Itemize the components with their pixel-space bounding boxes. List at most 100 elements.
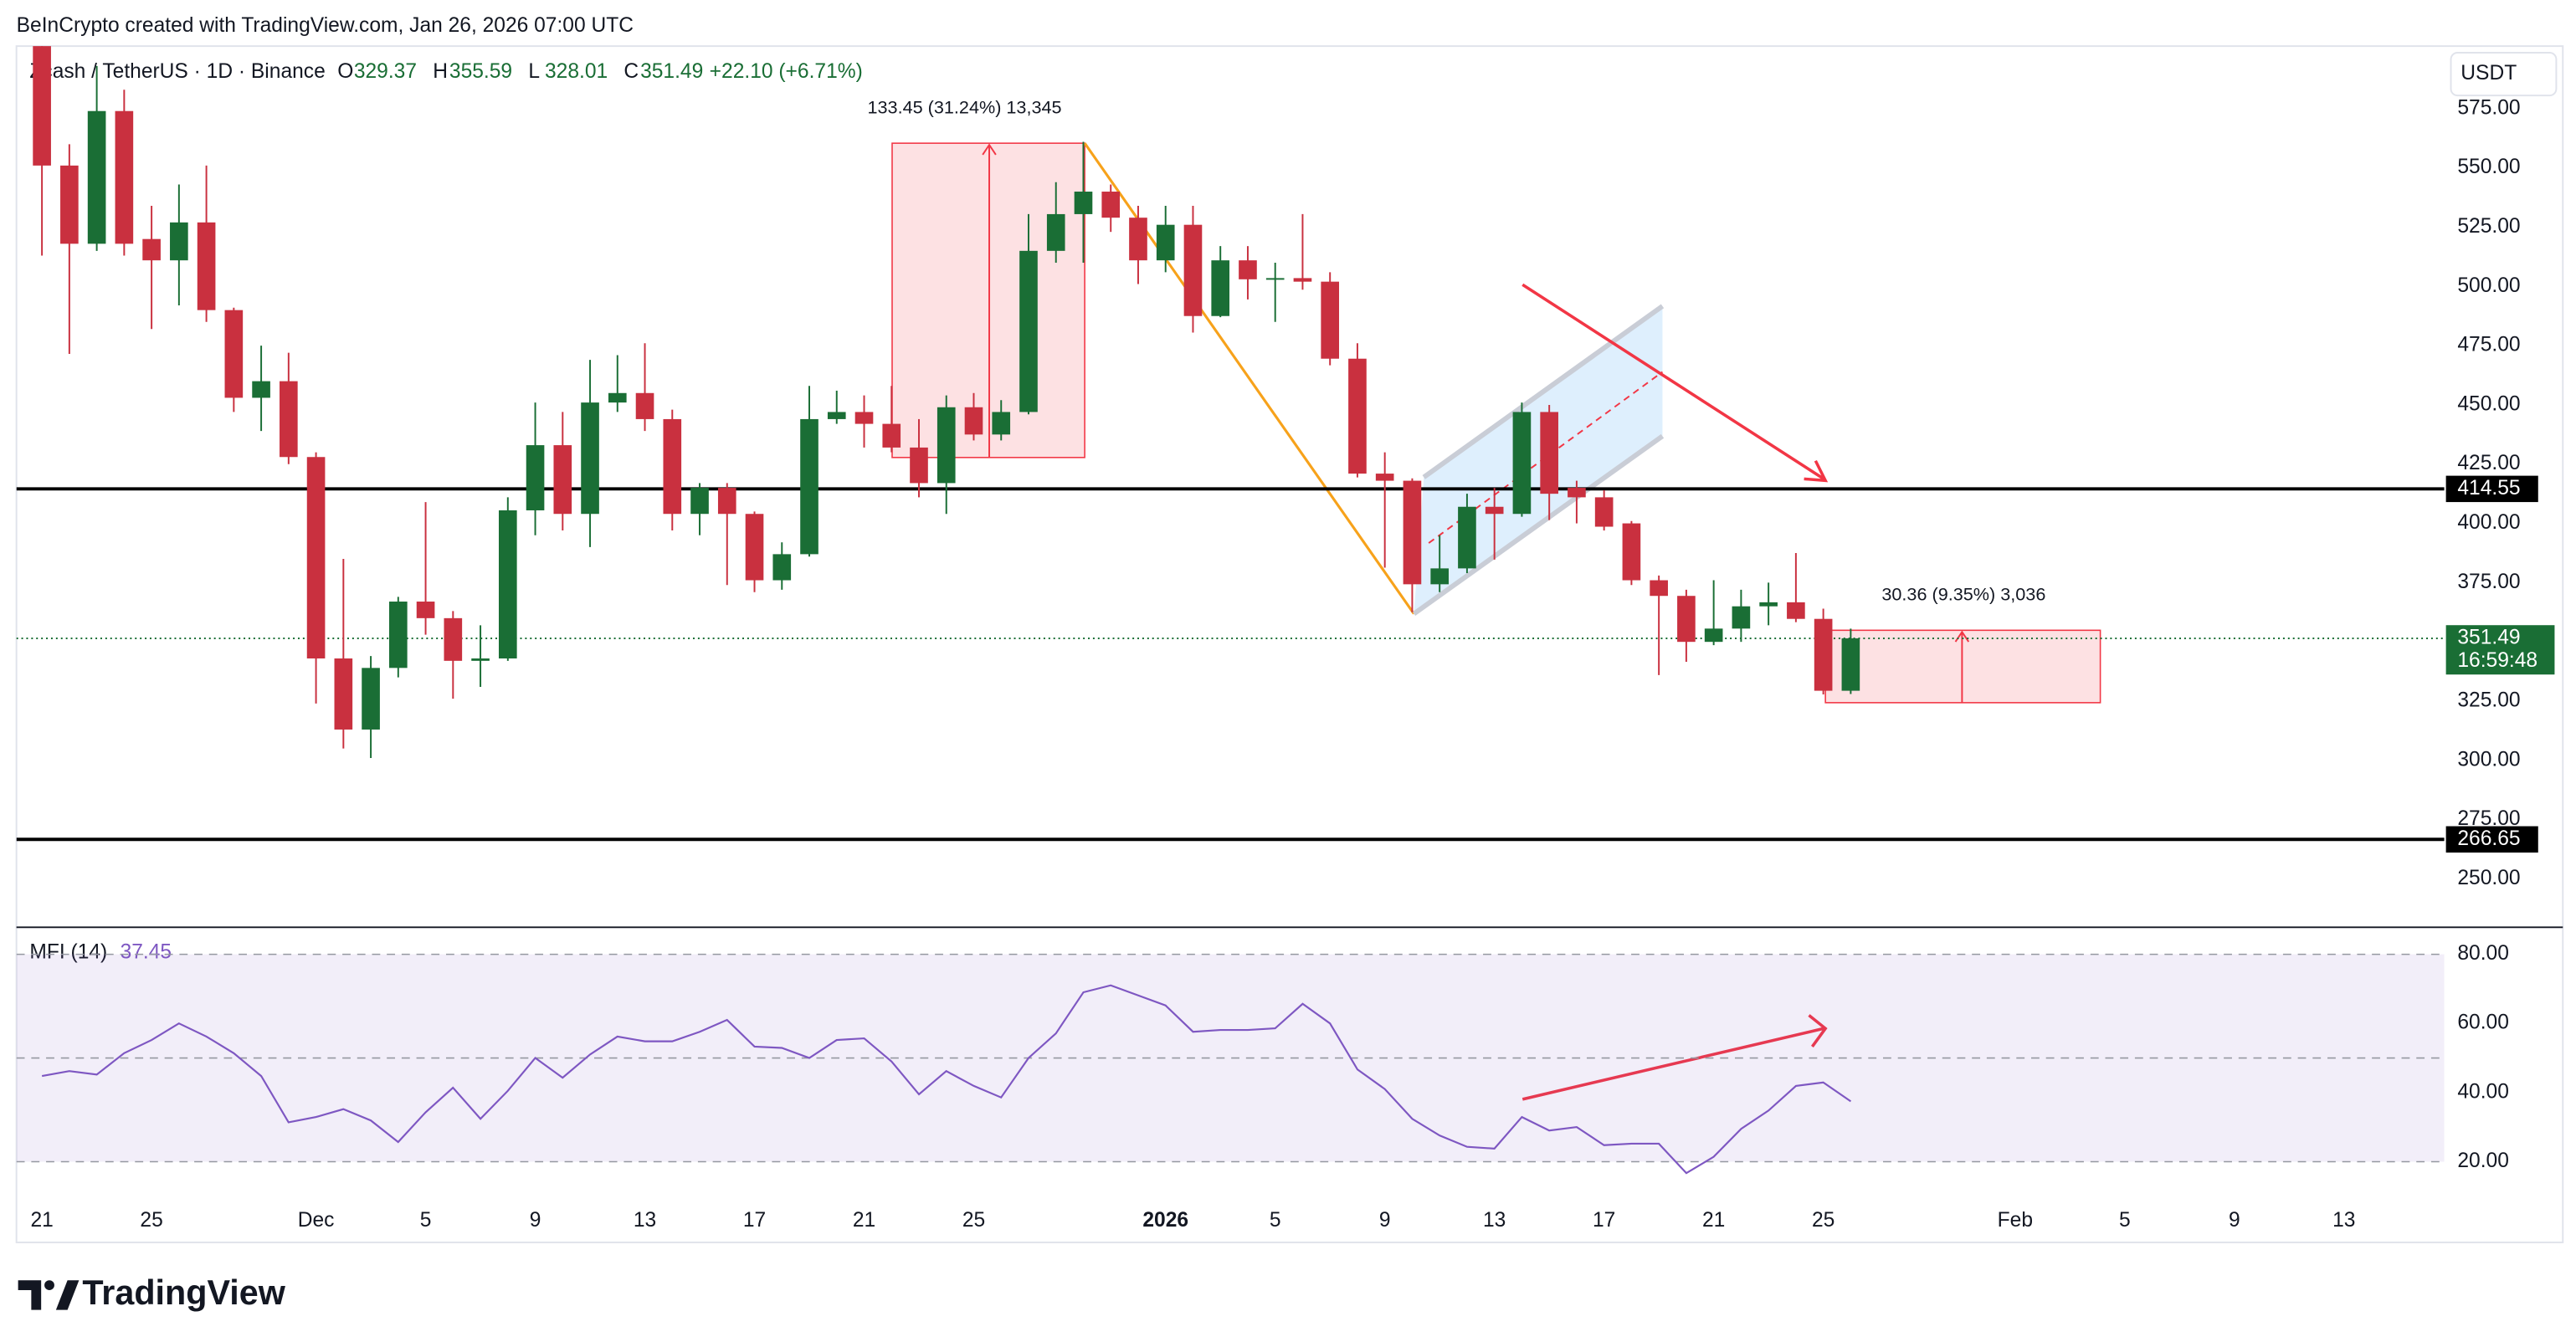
candle-body xyxy=(745,514,764,581)
brand-logo xyxy=(18,1280,80,1310)
logo-mark xyxy=(55,1280,80,1310)
x-tick-label: 25 xyxy=(962,1209,985,1232)
candle-body xyxy=(170,222,188,261)
arrow-head xyxy=(1804,459,1829,483)
countdown: 16:59:48 xyxy=(2457,649,2538,672)
y-tick-label: 500.00 xyxy=(2457,274,2520,297)
candle-body xyxy=(444,617,463,661)
level-label: 414.55 xyxy=(2457,477,2520,499)
candle-body xyxy=(1594,497,1614,527)
candle-body xyxy=(1568,488,1586,498)
logo-mark xyxy=(18,1280,42,1310)
y-tick-label: 550.00 xyxy=(2457,156,2520,178)
candle-body xyxy=(306,457,326,659)
candle-body xyxy=(1239,260,1257,279)
level-label-box xyxy=(2445,475,2538,503)
candle-body xyxy=(142,238,161,261)
x-tick-label: 21 xyxy=(853,1209,875,1232)
credit: BeInCrypto created with TradingView.com,… xyxy=(17,14,634,37)
candle-body xyxy=(60,165,79,244)
x-tick-label: 17 xyxy=(743,1209,766,1232)
candle-body xyxy=(1211,260,1230,316)
channel-line xyxy=(1412,433,1665,617)
last-price-box xyxy=(2445,625,2555,675)
ohlc-letter: H xyxy=(433,60,448,83)
candle-body xyxy=(1512,412,1532,515)
symbol: Zcash / TetherUS · 1D · Binance xyxy=(29,60,325,83)
candle-body xyxy=(1293,278,1312,282)
candle-body xyxy=(772,554,792,581)
frame xyxy=(15,45,2564,1243)
candle-body xyxy=(1156,224,1175,261)
mfi-tick-label: 20.00 xyxy=(2457,1150,2509,1172)
x-tick-label: 25 xyxy=(140,1209,162,1232)
candle-body xyxy=(1129,218,1147,261)
y-tick-label: 300.00 xyxy=(2457,748,2520,771)
y-tick-label: 425.00 xyxy=(2457,452,2520,474)
last-price-label: 351.49 xyxy=(2457,626,2520,648)
y-tick-label: 450.00 xyxy=(2457,392,2520,415)
x-tick-label: 13 xyxy=(634,1209,656,1232)
currency-box xyxy=(2450,52,2558,97)
currency: USDT xyxy=(2461,62,2517,85)
candle-body xyxy=(115,110,134,244)
x-tick-label: 2026 xyxy=(1142,1209,1188,1232)
candle-body xyxy=(498,510,517,659)
candle-body xyxy=(1759,602,1778,607)
candle-body xyxy=(717,488,736,515)
candle-body xyxy=(800,418,818,555)
candle-body xyxy=(1650,580,1668,597)
x-tick-label: 21 xyxy=(1702,1209,1725,1232)
candle-body xyxy=(1622,523,1641,581)
x-tick-label: 9 xyxy=(2229,1209,2240,1232)
arrow-head xyxy=(1808,1014,1828,1047)
candle-body xyxy=(416,602,435,618)
candle-body xyxy=(252,381,270,398)
x-tick-label: 5 xyxy=(1270,1209,1281,1232)
y-tick-label: 400.00 xyxy=(2457,511,2520,534)
candle-body xyxy=(389,602,408,668)
candle-body xyxy=(1430,568,1449,585)
candle-body xyxy=(1183,224,1203,316)
mfi-tick-label: 80.00 xyxy=(2457,942,2509,965)
candle-body xyxy=(1074,192,1093,214)
ohlc-value: 351.49 xyxy=(640,60,703,83)
measure-arrow-head xyxy=(982,143,997,156)
mfi-tick-label: 40.00 xyxy=(2457,1080,2509,1103)
candle-body xyxy=(1101,192,1121,218)
x-tick-label: 25 xyxy=(1812,1209,1835,1232)
candle-body xyxy=(1540,412,1558,494)
x-tick-label: 21 xyxy=(30,1209,53,1232)
candle-body xyxy=(1814,618,1833,691)
candle-body xyxy=(936,407,956,484)
candles xyxy=(16,46,2445,842)
candle-body xyxy=(197,222,216,310)
candle-body xyxy=(910,447,928,484)
candle-body xyxy=(581,402,599,515)
candle-body xyxy=(1704,628,1723,643)
mfi-title: MFI (14) xyxy=(29,940,107,963)
arrow xyxy=(1521,283,1825,480)
drawings xyxy=(891,142,2101,1101)
candle-body xyxy=(280,381,298,458)
measure-label: 30.36 (9.35%) 3,036 xyxy=(1881,584,2045,605)
candle-body xyxy=(992,412,1011,435)
mfi-value: 37.45 xyxy=(121,940,172,963)
logo-mark xyxy=(44,1280,54,1290)
candle-body xyxy=(87,110,106,244)
mfi-line-group xyxy=(41,984,1852,1175)
candle-body xyxy=(1841,638,1860,691)
x-tick-label: 5 xyxy=(420,1209,432,1232)
candle-body xyxy=(1375,474,1394,481)
candle-body xyxy=(334,658,353,730)
candle-body xyxy=(964,407,983,435)
ohlc-value: 328.01 xyxy=(545,60,608,83)
candle-body xyxy=(827,412,846,419)
candle-body xyxy=(1348,358,1367,474)
level-label: 266.65 xyxy=(2457,827,2520,850)
ohlc-value: 329.37 xyxy=(354,60,417,83)
y-tick-label: 325.00 xyxy=(2457,689,2520,711)
y-tick-label: 475.00 xyxy=(2457,334,2520,356)
